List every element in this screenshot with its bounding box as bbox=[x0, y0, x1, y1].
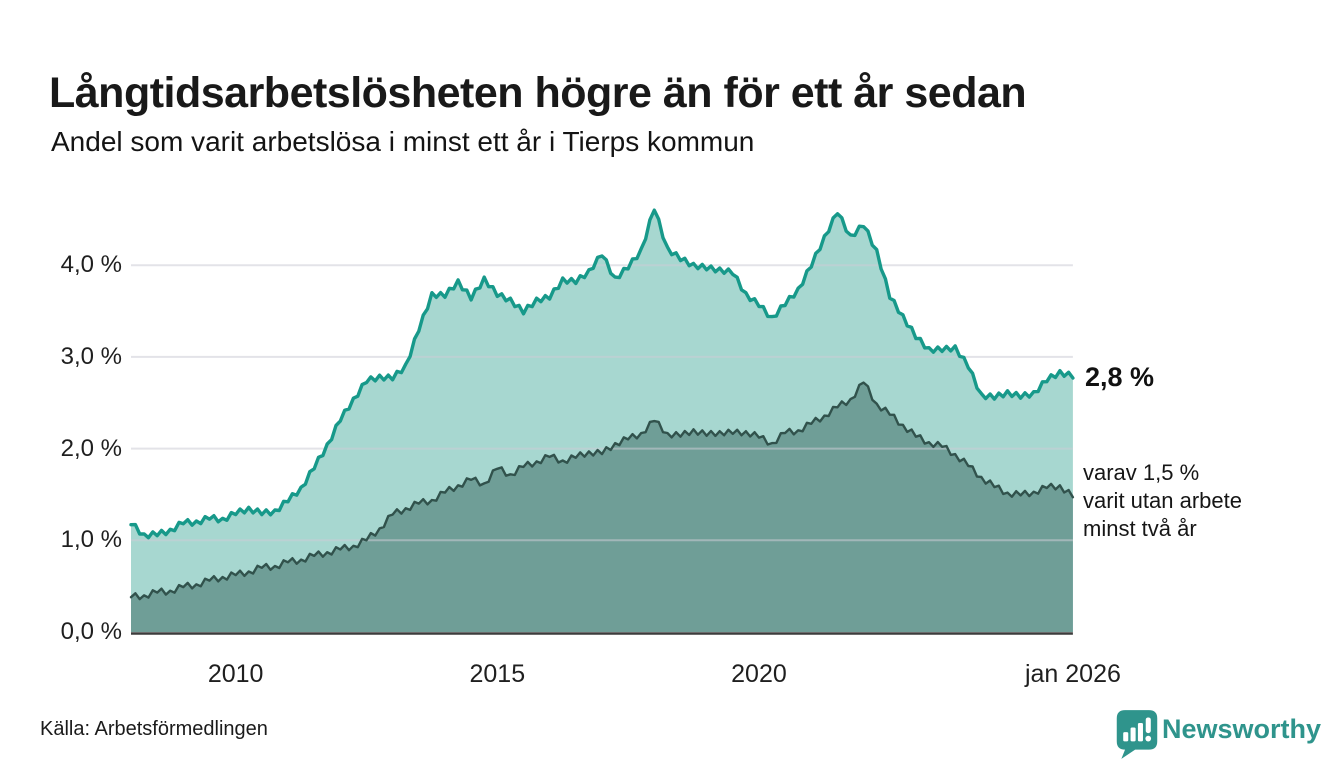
logo-pin-shape bbox=[1116, 710, 1158, 759]
two-year-line bbox=[129, 381, 1075, 601]
page-title: Långtidsarbetslösheten högre än för ett … bbox=[49, 68, 1027, 117]
x-axis-tick-label: jan 2026 bbox=[1024, 660, 1121, 688]
unemployment-area-chart bbox=[129, 208, 1075, 635]
x-axis-tick-label: 2020 bbox=[731, 660, 787, 688]
y-axis-tick-label: 2,0 % bbox=[60, 434, 122, 462]
newsworthy-wordmark: Newsworthy bbox=[1162, 714, 1322, 744]
x-axis-tick-label: 2010 bbox=[207, 660, 264, 688]
y-axis-tick-label: 3,0 % bbox=[60, 342, 122, 370]
two-year-note-label: varav 1,5 % varit utan arbete minst två … bbox=[1083, 460, 1242, 541]
total-line bbox=[129, 208, 1075, 540]
two-year-area-fill bbox=[131, 382, 1073, 632]
newsworthy-logo-icon bbox=[1116, 710, 1158, 759]
x-axis-tick-label: 2015 bbox=[469, 660, 526, 688]
y-axis-tick-label: 0,0 % bbox=[60, 618, 122, 645]
latest-value-label: 2,8 % bbox=[1085, 362, 1155, 392]
y-axis-tick-label: 1,0 % bbox=[60, 526, 122, 554]
page-subtitle: Andel som varit arbetslösa i minst ett å… bbox=[51, 126, 755, 157]
y-axis-tick-label: 4,0 % bbox=[60, 251, 122, 279]
source-credit: Källa: Arbetsförmedlingen bbox=[40, 718, 268, 740]
